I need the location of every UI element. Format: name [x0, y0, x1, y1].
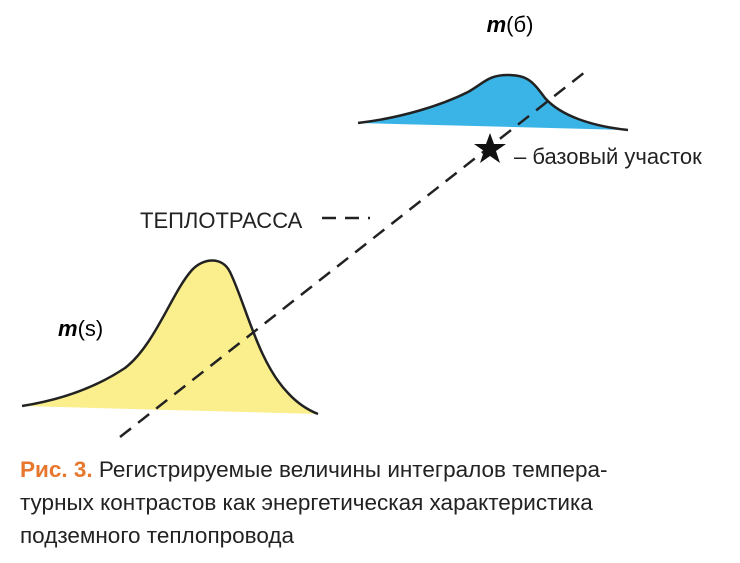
base-star: [474, 133, 506, 163]
left-arg: (s): [78, 316, 104, 341]
blue-outline: [357, 73, 629, 132]
caption-text: подземного теплопровода: [20, 523, 295, 548]
caption-line: подземного теплопровода: [20, 523, 295, 548]
top-arg: (б): [506, 12, 533, 37]
caption-line: турных контрастов как энергетическая хар…: [20, 490, 593, 515]
left-label: m(s): [58, 316, 103, 341]
left-var: m: [58, 316, 78, 341]
diagram: m(б) – базовый участок ТЕПЛОТРАССА m(s): [21, 12, 702, 438]
yellow-outline: [21, 259, 319, 416]
caption-text: Регистрируемые величины интегралов темпе…: [98, 457, 608, 482]
caption-line: Рис. 3. Регистрируемые величины интеграл…: [20, 457, 608, 482]
base-label: – базовый участок: [514, 144, 702, 169]
caption-label: Рис. 3.: [20, 457, 93, 482]
yellow-curve: [22, 260, 318, 414]
pipe-line: [119, 71, 586, 438]
pipe-label: ТЕПЛОТРАССА: [140, 208, 303, 233]
blue-curve: [358, 75, 628, 130]
top-label: m(б): [487, 12, 534, 37]
top-var: m: [487, 12, 507, 37]
caption-text: турных контрастов как энергетическая хар…: [20, 490, 593, 515]
